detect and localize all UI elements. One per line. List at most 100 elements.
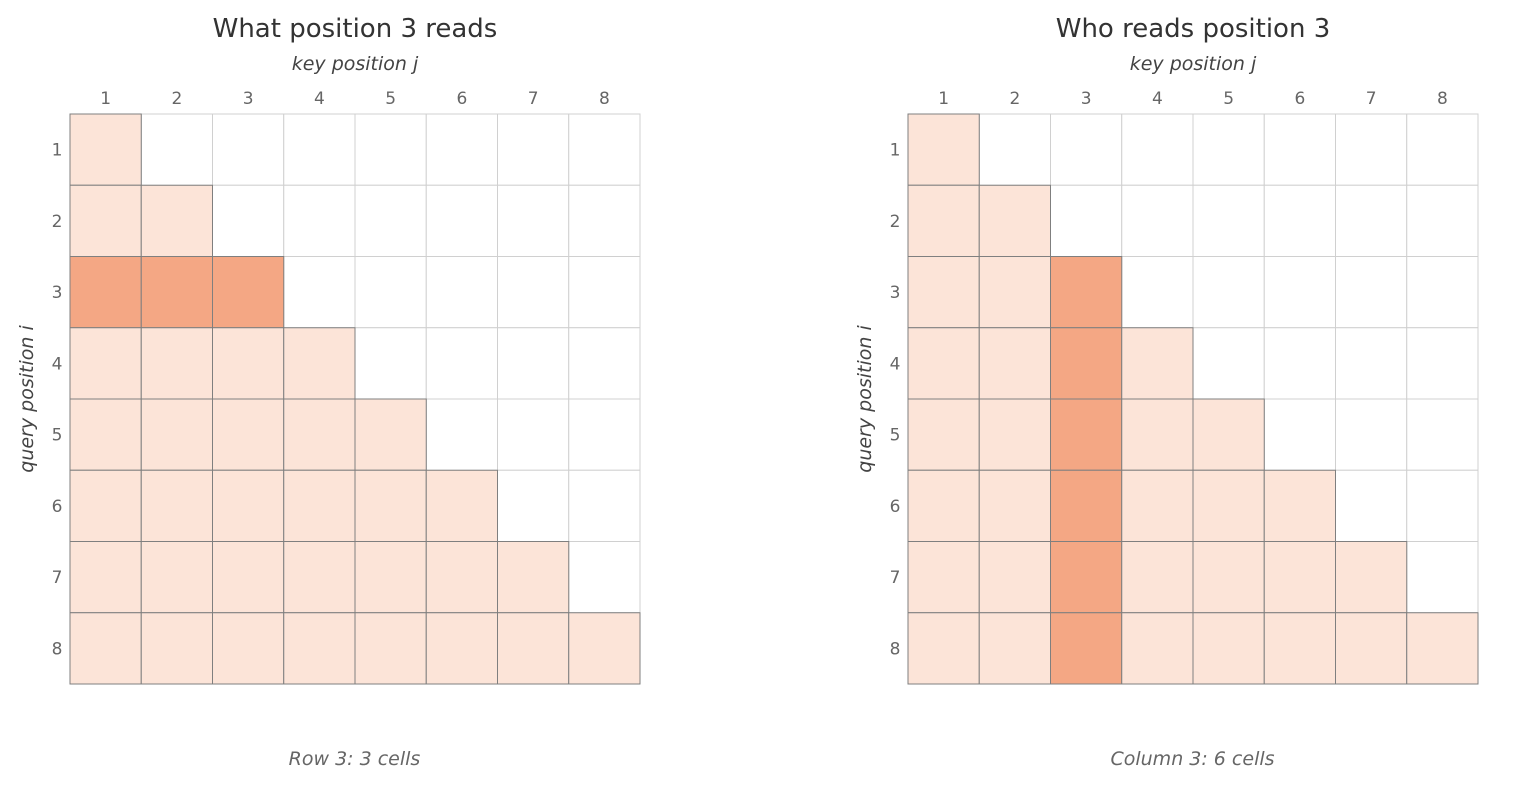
attended-cell — [354, 469, 427, 542]
empty-cell — [568, 113, 641, 186]
attended-cell — [1121, 327, 1194, 400]
empty-cell — [1335, 327, 1408, 400]
empty-cell — [1335, 256, 1408, 329]
empty-cell — [1121, 256, 1194, 329]
col-tick-label: 5 — [1223, 89, 1234, 109]
empty-cell — [354, 327, 427, 400]
empty-cell — [425, 256, 498, 329]
attended-cell — [140, 612, 213, 685]
col-tick-label: 3 — [1081, 89, 1092, 109]
attended-cell — [283, 541, 356, 614]
empty-cell — [497, 113, 570, 186]
col-tick-label: 3 — [243, 89, 254, 109]
attended-cell — [978, 612, 1051, 685]
attended-cell — [1406, 612, 1479, 685]
row-tick-label: 4 — [890, 354, 901, 374]
col-tick-label: 2 — [1009, 89, 1020, 109]
empty-cell — [1406, 184, 1479, 257]
row-tick-label: 5 — [52, 426, 63, 446]
highlighted-cell — [212, 256, 285, 329]
empty-cell — [568, 256, 641, 329]
attended-cell — [978, 469, 1051, 542]
right-panel: Who reads position 3 key position j query … — [838, 0, 1513, 740]
attended-cell — [1192, 612, 1265, 685]
attended-cell — [283, 469, 356, 542]
attended-cell — [354, 612, 427, 685]
empty-cell — [1050, 184, 1123, 257]
attended-cell — [1121, 541, 1194, 614]
empty-cell — [425, 184, 498, 257]
attended-cell — [907, 327, 980, 400]
empty-cell — [497, 256, 570, 329]
empty-cell — [1263, 398, 1336, 471]
empty-cell — [1192, 256, 1265, 329]
attended-cell — [212, 469, 285, 542]
col-tick-label: 2 — [171, 89, 182, 109]
empty-cell — [1335, 469, 1408, 542]
attended-cell — [1335, 612, 1408, 685]
attended-cell — [212, 541, 285, 614]
attended-cell — [425, 612, 498, 685]
col-tick-label: 1 — [100, 89, 111, 109]
empty-cell — [283, 184, 356, 257]
empty-cell — [212, 113, 285, 186]
row-tick-label: 8 — [52, 639, 63, 659]
empty-cell — [212, 184, 285, 257]
x-axis-label: key position j — [292, 53, 419, 75]
left-caption: Row 3: 3 cells — [288, 748, 421, 770]
attended-cell — [1121, 469, 1194, 542]
attended-cell — [1263, 612, 1336, 685]
highlighted-cell — [69, 256, 142, 329]
attended-cell — [907, 612, 980, 685]
row-tick-label: 2 — [52, 212, 63, 232]
col-tick-label: 6 — [456, 89, 467, 109]
empty-cell — [1192, 113, 1265, 186]
empty-cell — [1406, 398, 1479, 471]
highlighted-cell — [1050, 612, 1123, 685]
empty-cell — [568, 184, 641, 257]
attended-cell — [212, 398, 285, 471]
attended-cell — [69, 612, 142, 685]
empty-cell — [1406, 541, 1479, 614]
attended-cell — [1192, 469, 1265, 542]
right-caption: Column 3: 6 cells — [1110, 748, 1275, 770]
row-tick-label: 3 — [890, 283, 901, 303]
attended-cell — [140, 398, 213, 471]
row-tick-label: 1 — [52, 141, 63, 161]
highlighted-cell — [1050, 541, 1123, 614]
panel-title: Who reads position 3 — [1056, 14, 1331, 44]
attended-cell — [1192, 398, 1265, 471]
empty-cell — [497, 469, 570, 542]
empty-cell — [1121, 184, 1194, 257]
empty-cell — [354, 184, 427, 257]
empty-cell — [1406, 113, 1479, 186]
col-tick-label: 6 — [1294, 89, 1305, 109]
attended-cell — [1263, 541, 1336, 614]
empty-cell — [1335, 398, 1408, 471]
empty-cell — [425, 327, 498, 400]
empty-cell — [425, 398, 498, 471]
empty-cell — [1263, 327, 1336, 400]
empty-cell — [283, 256, 356, 329]
highlighted-cell — [1050, 327, 1123, 400]
attended-cell — [907, 541, 980, 614]
empty-cell — [1192, 184, 1265, 257]
empty-cell — [354, 256, 427, 329]
col-tick-label: 8 — [599, 89, 610, 109]
empty-cell — [1335, 113, 1408, 186]
col-tick-label: 1 — [938, 89, 949, 109]
col-tick-label: 4 — [1152, 89, 1163, 109]
empty-cell — [497, 184, 570, 257]
row-tick-label: 8 — [890, 639, 901, 659]
attended-cell — [283, 612, 356, 685]
row-tick-label: 1 — [890, 141, 901, 161]
attended-cell — [69, 398, 142, 471]
causal-mask-grid-left: What position 3 reads key position j query… — [16, 14, 641, 685]
highlighted-cell — [1050, 398, 1123, 471]
empty-cell — [1121, 113, 1194, 186]
attended-cell — [978, 541, 1051, 614]
causal-mask-grid-right: Who reads position 3 key position j query … — [854, 14, 1479, 685]
attended-cell — [69, 541, 142, 614]
empty-cell — [1263, 256, 1336, 329]
empty-cell — [1406, 327, 1479, 400]
